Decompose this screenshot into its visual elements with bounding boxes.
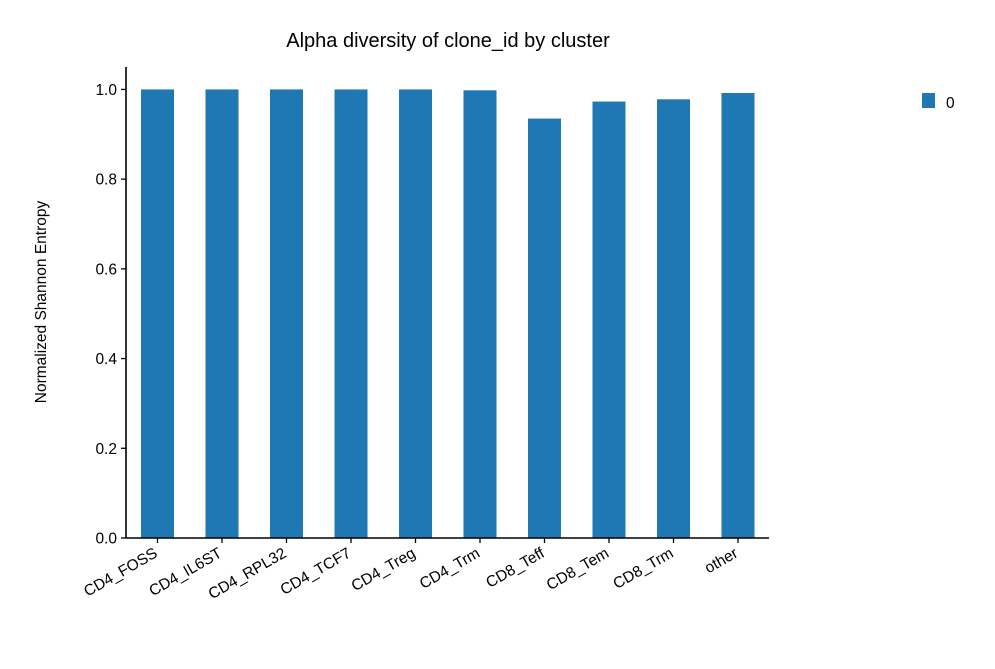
x-tick-label: CD4_Treg: [349, 545, 419, 595]
legend: 0: [922, 93, 955, 112]
x-tick-label: CD4_Trm: [417, 545, 483, 593]
y-axis-ticks: 0.0 0.2 0.4 0.6 0.8 1.0: [95, 82, 126, 548]
x-axis-ticks: CD4_FOSSCD4_IL6STCD4_RPL32CD4_TCF7CD4_Tr…: [81, 538, 741, 603]
x-tick-label: CD8_Tem: [544, 545, 612, 594]
bar-cd8-trm: [657, 99, 690, 538]
y-tick-label: 0.4: [95, 351, 117, 368]
legend-label: 0: [946, 95, 955, 112]
legend-swatch: [922, 93, 935, 108]
bar-cd8-tem: [592, 101, 626, 538]
bar-cd4-tcf7: [334, 89, 368, 538]
bar-cd4-il6st: [205, 89, 239, 538]
bars-group: [141, 89, 755, 538]
y-tick-label: 0.8: [95, 172, 117, 189]
y-tick-label: 1.0: [95, 82, 117, 99]
bar-cd4-trm: [463, 90, 497, 538]
bar-other: [721, 93, 755, 538]
chart-title: Alpha diversity of clone_id by cluster: [286, 30, 610, 52]
x-tick-label: other: [702, 545, 741, 577]
x-tick-label: CD8_Teff: [483, 544, 548, 591]
x-tick-label: CD8_Trm: [610, 545, 676, 593]
bar-cd8-teff: [528, 118, 561, 538]
y-tick-label: 0.2: [95, 441, 117, 458]
bar-cd4-treg: [399, 89, 432, 538]
x-tick-label: CD4_FOSS: [81, 545, 160, 601]
bar-cd4-foss: [141, 89, 174, 538]
y-axis-label: Normalized Shannon Entropy: [33, 201, 50, 404]
bar-cd4-rpl32: [270, 89, 303, 538]
x-tick-label: CD4_TCF7: [278, 545, 354, 599]
y-tick-label: 0.0: [95, 531, 117, 548]
y-tick-label: 0.6: [95, 261, 117, 278]
